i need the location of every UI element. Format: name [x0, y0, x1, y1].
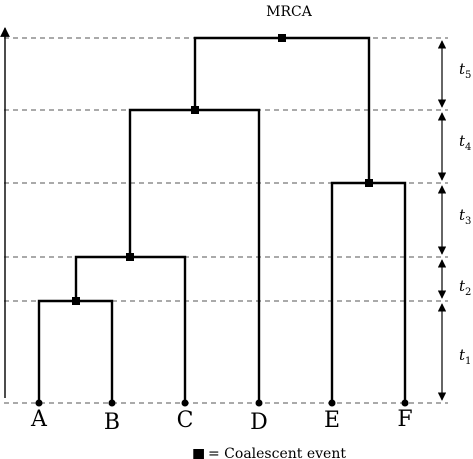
- branch-ab: [37, 299, 114, 405]
- branch-ef: [330, 181, 407, 405]
- interval-symbol: t: [459, 206, 466, 224]
- legend-text: = Coalescent event: [208, 446, 346, 459]
- coalescent-event-marker: [278, 34, 286, 42]
- leaf-label-f: F: [397, 407, 412, 432]
- time-level-lines: [4, 37, 448, 404]
- leaf-label-c: C: [177, 408, 194, 433]
- sample-dot: [35, 399, 43, 407]
- interval-index: 1: [465, 356, 471, 367]
- sample-dot: [255, 399, 263, 407]
- branch-abc: [74, 255, 187, 405]
- leaf-label-e: E: [324, 408, 340, 433]
- sample-dot: [328, 399, 336, 407]
- interval-index: 4: [465, 142, 471, 153]
- legend-marker: ■: [192, 446, 205, 459]
- coalescent-events: [72, 34, 373, 305]
- sample-dot: [181, 399, 189, 407]
- interval-label-t5: t5: [459, 60, 471, 81]
- interval-label-t2: t2: [459, 277, 471, 298]
- interval-label-t4: t4: [459, 132, 471, 153]
- legend: ■ = Coalescent event: [192, 446, 346, 459]
- interval-index: 5: [465, 70, 471, 81]
- coalescent-event-marker: [365, 179, 373, 187]
- genealogy-tree: [37, 36, 407, 405]
- interval-symbol: t: [459, 132, 466, 150]
- sample-dot: [401, 399, 409, 407]
- coalescent-event-marker: [191, 106, 199, 114]
- interval-index: 3: [465, 216, 471, 227]
- leaf-label-a: A: [30, 407, 48, 432]
- leaf-labels: A B C D E F: [30, 407, 413, 435]
- coalescent-event-marker: [72, 297, 80, 305]
- sample-dots: [35, 399, 409, 407]
- coalescent-event-marker: [126, 253, 134, 261]
- interval-symbol: t: [459, 277, 466, 295]
- interval-symbol: t: [459, 346, 466, 364]
- sample-dot: [108, 399, 116, 407]
- leaf-label-d: D: [250, 410, 268, 435]
- interval-label-t1: t1: [459, 346, 471, 367]
- mrca-label: MRCA: [266, 4, 313, 20]
- interval-labels: t5 t4 t3 t2 t1: [459, 60, 471, 367]
- leaf-label-b: B: [104, 410, 120, 435]
- interval-index: 2: [465, 287, 471, 298]
- interval-symbol: t: [459, 60, 466, 78]
- interval-label-t3: t3: [459, 206, 471, 227]
